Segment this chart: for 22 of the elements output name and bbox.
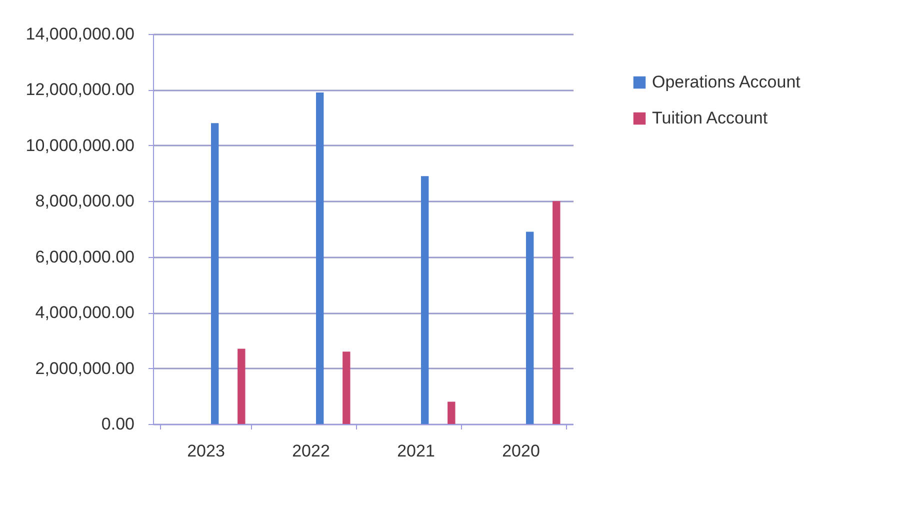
bar — [552, 201, 560, 424]
x-tick-label: 2020 — [502, 442, 540, 460]
bar — [342, 352, 350, 424]
bar — [211, 123, 219, 424]
x-tick-label: 2021 — [397, 442, 435, 460]
y-tick-label: 6,000,000.00 — [35, 247, 134, 266]
bar — [238, 348, 246, 424]
x-tick-label: 2023 — [187, 442, 225, 460]
x-tick-label: 2022 — [292, 442, 330, 460]
bar — [448, 402, 456, 424]
legend-label: Operations Account — [652, 72, 801, 92]
bar — [421, 176, 429, 424]
y-tick-label: 4,000,000.00 — [35, 303, 134, 322]
y-tick-label: 8,000,000.00 — [35, 192, 134, 211]
bar — [316, 92, 324, 424]
y-tick-label: 10,000,000.00 — [26, 136, 134, 155]
bar — [526, 232, 534, 424]
y-tick-label: 2,000,000.00 — [35, 358, 134, 378]
y-tick-label: 0.00 — [101, 414, 134, 434]
legend-label: Tuition Account — [652, 108, 768, 128]
y-tick-label: 12,000,000.00 — [26, 80, 134, 100]
y-tick-label: 14,000,000.00 — [26, 24, 134, 44]
